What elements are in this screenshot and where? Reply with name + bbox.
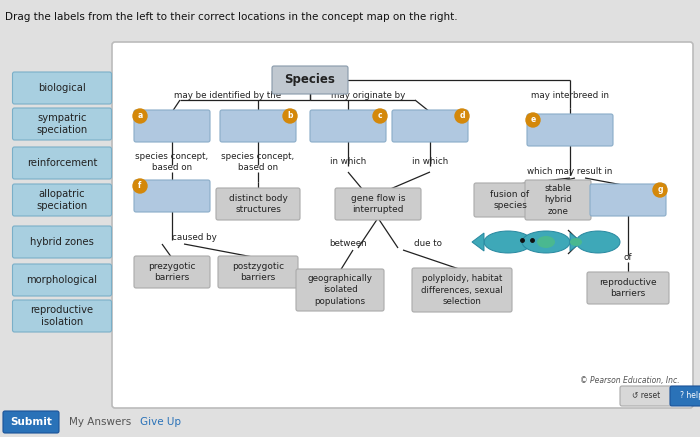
Ellipse shape (522, 231, 570, 253)
Text: Give Up: Give Up (139, 417, 181, 427)
Text: g: g (657, 185, 663, 194)
Text: My Answers: My Answers (69, 417, 131, 427)
Circle shape (133, 109, 147, 123)
Text: e: e (531, 115, 536, 125)
Text: Submit: Submit (10, 417, 52, 427)
Ellipse shape (570, 238, 582, 246)
Text: caused by: caused by (172, 232, 216, 242)
FancyBboxPatch shape (590, 184, 666, 216)
Circle shape (653, 183, 667, 197)
FancyBboxPatch shape (525, 180, 591, 220)
FancyBboxPatch shape (13, 300, 111, 332)
Text: sympatric
speciation: sympatric speciation (36, 113, 88, 135)
Text: postzygotic
barriers: postzygotic barriers (232, 262, 284, 282)
Text: a: a (137, 111, 143, 121)
Circle shape (526, 113, 540, 127)
Text: may be identified by the: may be identified by the (174, 91, 281, 101)
Text: species concept,
based on: species concept, based on (135, 152, 209, 172)
Text: stable
hybrid
zone: stable hybrid zone (544, 184, 572, 215)
Text: polyploidy, habitat
differences, sexual
selection: polyploidy, habitat differences, sexual … (421, 274, 503, 305)
Text: gene flow is
interrupted: gene flow is interrupted (351, 194, 405, 214)
Text: reproductive
isolation: reproductive isolation (30, 305, 94, 327)
FancyBboxPatch shape (527, 114, 613, 146)
FancyBboxPatch shape (272, 66, 348, 94)
FancyBboxPatch shape (134, 180, 210, 212)
FancyBboxPatch shape (474, 183, 546, 217)
FancyBboxPatch shape (392, 110, 468, 142)
FancyBboxPatch shape (335, 188, 421, 220)
Text: ? help: ? help (680, 392, 700, 400)
FancyBboxPatch shape (218, 256, 298, 288)
Text: which may result in: which may result in (527, 167, 612, 177)
Text: species concept,
based on: species concept, based on (221, 152, 295, 172)
FancyBboxPatch shape (134, 256, 210, 288)
FancyBboxPatch shape (310, 110, 386, 142)
Circle shape (283, 109, 297, 123)
Text: b: b (287, 111, 293, 121)
FancyBboxPatch shape (220, 110, 296, 142)
FancyBboxPatch shape (134, 110, 210, 142)
FancyBboxPatch shape (670, 386, 700, 406)
Text: f: f (139, 181, 141, 191)
Text: allopatric
speciation: allopatric speciation (36, 189, 88, 211)
Text: may originate by: may originate by (331, 91, 405, 101)
FancyBboxPatch shape (587, 272, 669, 304)
Ellipse shape (576, 231, 620, 253)
FancyBboxPatch shape (13, 72, 111, 104)
FancyBboxPatch shape (13, 264, 111, 296)
Text: reinforcement: reinforcement (27, 158, 97, 168)
Text: ↺ reset: ↺ reset (632, 392, 660, 400)
Polygon shape (570, 233, 582, 251)
FancyBboxPatch shape (13, 147, 111, 179)
Ellipse shape (484, 231, 532, 253)
Text: geographically
isolated
populations: geographically isolated populations (307, 274, 372, 305)
Text: may interbreed in: may interbreed in (531, 90, 609, 100)
Circle shape (133, 179, 147, 193)
Text: morphological: morphological (27, 275, 97, 285)
Text: biological: biological (38, 83, 86, 93)
FancyBboxPatch shape (112, 42, 693, 408)
Text: reproductive
barriers: reproductive barriers (599, 278, 657, 298)
Text: d: d (459, 111, 465, 121)
Circle shape (455, 109, 469, 123)
Text: © Pearson Education, Inc.: © Pearson Education, Inc. (580, 375, 680, 385)
FancyBboxPatch shape (620, 386, 672, 406)
FancyBboxPatch shape (412, 268, 512, 312)
Text: hybrid zones: hybrid zones (30, 237, 94, 247)
Text: fusion of
species: fusion of species (491, 190, 530, 210)
Text: due to: due to (414, 239, 442, 249)
FancyBboxPatch shape (13, 108, 111, 140)
Circle shape (373, 109, 387, 123)
Text: Drag the labels from the left to their correct locations in the concept map on t: Drag the labels from the left to their c… (5, 12, 458, 22)
Text: distinct body
structures: distinct body structures (229, 194, 288, 214)
Text: c: c (378, 111, 382, 121)
FancyBboxPatch shape (13, 226, 111, 258)
Text: Species: Species (285, 73, 335, 87)
Ellipse shape (537, 236, 555, 248)
FancyBboxPatch shape (296, 269, 384, 311)
Text: in which: in which (412, 157, 448, 166)
Text: of: of (624, 253, 632, 263)
Text: between: between (329, 239, 367, 249)
Text: prezygotic
barriers: prezygotic barriers (148, 262, 196, 282)
FancyBboxPatch shape (13, 184, 111, 216)
FancyBboxPatch shape (3, 411, 59, 433)
FancyBboxPatch shape (216, 188, 300, 220)
Text: in which: in which (330, 157, 366, 166)
Polygon shape (472, 233, 484, 251)
